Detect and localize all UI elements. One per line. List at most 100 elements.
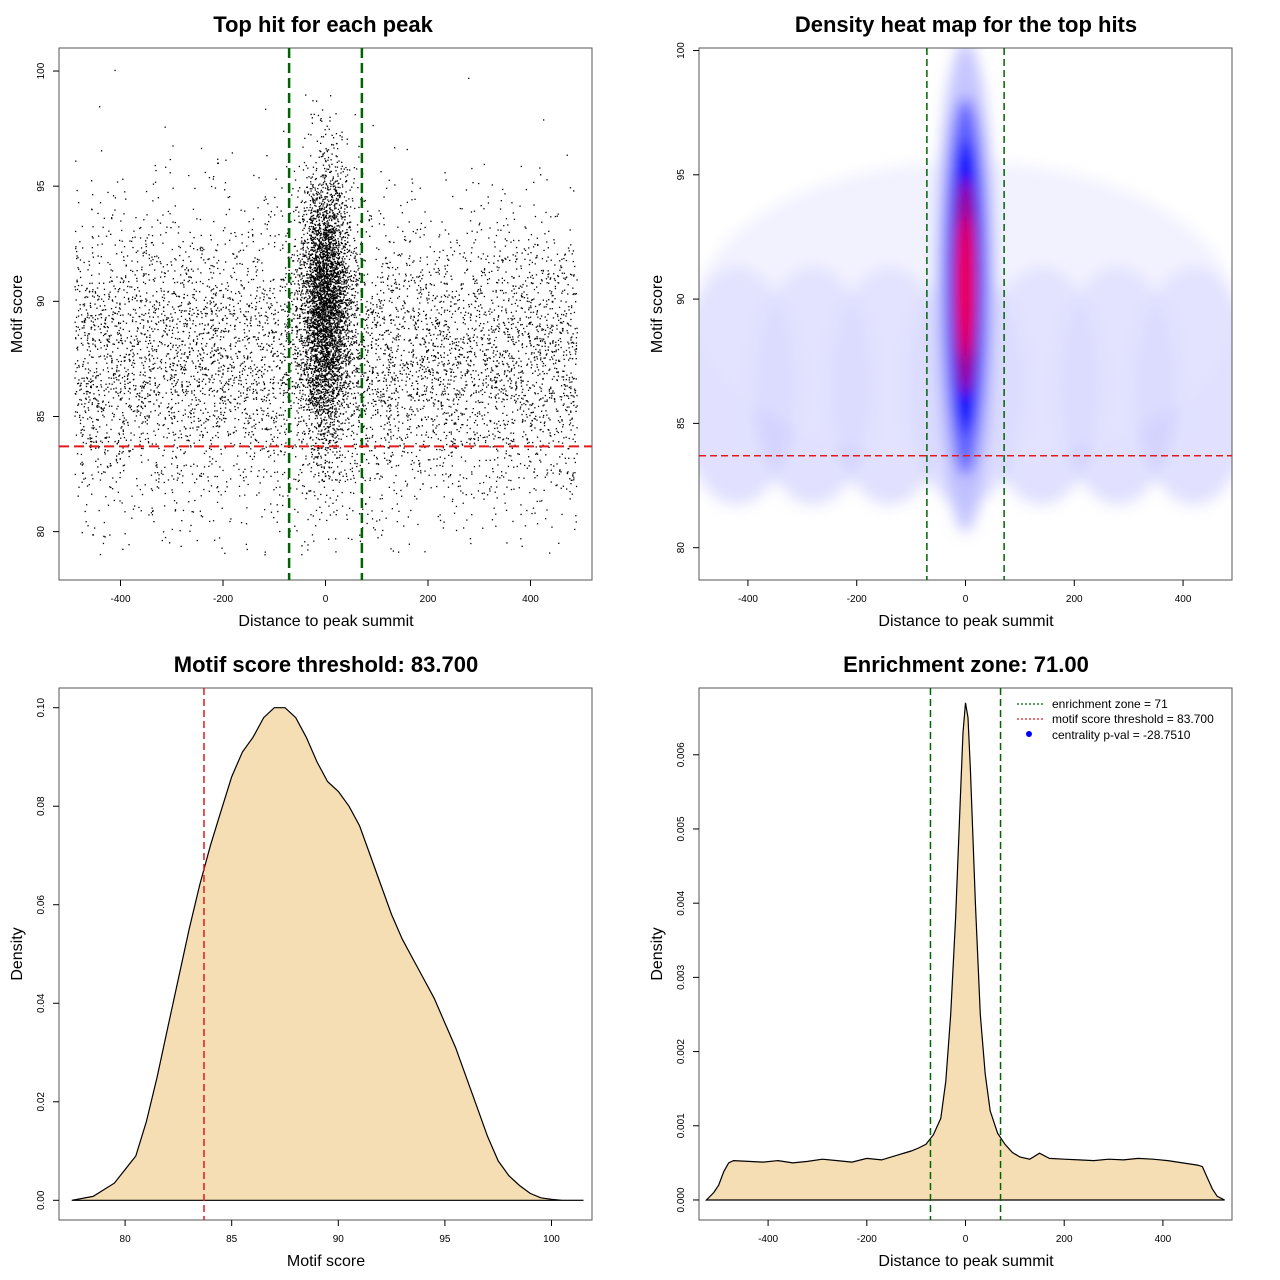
scatter-point	[138, 399, 140, 401]
scatter-point	[372, 399, 374, 401]
scatter-point	[515, 292, 518, 294]
scatter-point	[200, 430, 203, 433]
scatter-point	[272, 330, 274, 333]
scatter-point	[238, 468, 240, 471]
scatter-point	[504, 388, 506, 390]
scatter-point	[93, 398, 95, 400]
scatter-point	[396, 350, 398, 352]
scatter-point	[412, 344, 414, 346]
scatter-point	[537, 392, 539, 395]
scatter-point	[106, 356, 108, 358]
scatter-point	[536, 254, 538, 257]
scatter-point	[396, 437, 398, 440]
scatter-point	[98, 262, 101, 264]
scatter-point	[363, 453, 365, 455]
scatter-point	[498, 326, 500, 328]
scatter-point	[521, 344, 523, 346]
scatter-point	[245, 315, 247, 318]
scatter-point	[477, 490, 480, 492]
scatter-point	[413, 324, 415, 326]
scatter-point	[99, 106, 101, 108]
scatter-point	[563, 277, 565, 279]
scatter-point	[417, 326, 419, 328]
scatter-point	[574, 265, 576, 268]
scatter-point	[233, 379, 235, 381]
scatter-point	[291, 332, 293, 334]
scatter-point	[269, 297, 271, 300]
scatter-point	[505, 218, 508, 220]
scatter-point	[122, 447, 124, 449]
scatter-point	[570, 386, 572, 388]
scatter-point	[458, 356, 460, 358]
scatter-point	[102, 408, 104, 410]
scatter-point	[100, 380, 102, 382]
scatter-point	[284, 326, 287, 328]
scatter-point	[460, 377, 462, 379]
scatter-point	[130, 342, 132, 344]
scatter-point	[425, 431, 428, 433]
scatter-point	[547, 273, 549, 276]
scatter-point	[340, 388, 342, 390]
scatter-point	[397, 336, 399, 338]
scatter-point	[243, 314, 245, 316]
scatter-point	[85, 521, 87, 523]
scatter-point	[213, 328, 216, 330]
scatter-point	[126, 378, 129, 380]
scatter-point	[84, 334, 86, 336]
scatter-point	[287, 314, 290, 316]
scatter-point	[326, 431, 328, 433]
scatter-point	[331, 307, 333, 309]
scatter-point	[397, 464, 400, 467]
scatter-point	[189, 354, 191, 356]
scatter-point	[251, 360, 253, 362]
scatter-point	[272, 347, 274, 349]
scatter-point	[458, 363, 460, 365]
scatter-point	[540, 461, 542, 463]
scatter-point	[310, 514, 312, 516]
scatter-point	[217, 359, 219, 361]
scatter-point	[414, 321, 417, 323]
scatter-point	[139, 414, 141, 416]
scatter-point	[355, 247, 357, 249]
scatter-point	[87, 342, 89, 344]
scatter-point	[149, 264, 151, 266]
scatter-point	[510, 369, 513, 371]
scatter-point	[388, 275, 390, 277]
scatter-point	[140, 226, 142, 229]
scatter-point	[247, 311, 249, 313]
scatter-point	[139, 357, 141, 359]
scatter-point	[493, 241, 496, 243]
scatter-point	[327, 443, 330, 445]
scatter-point	[551, 351, 554, 353]
scatter-point	[376, 372, 378, 374]
scatter-point	[125, 439, 127, 441]
scatter-point	[371, 372, 374, 375]
scatter-point	[179, 246, 181, 249]
scatter-point	[411, 375, 414, 377]
scatter-point	[272, 279, 274, 281]
scatter-point	[228, 367, 230, 369]
scatter-point	[148, 274, 150, 276]
scatter-point	[206, 307, 208, 309]
scatter-point	[357, 392, 359, 394]
scatter-point	[212, 426, 214, 428]
scatter-point	[250, 470, 252, 473]
scatter-point	[77, 360, 79, 362]
scatter-point	[148, 312, 150, 314]
scatter-point	[337, 342, 339, 345]
scatter-point	[100, 440, 102, 442]
scatter-point	[193, 248, 195, 250]
scatter-point	[136, 478, 138, 480]
scatter-point	[438, 423, 440, 426]
scatter-point	[148, 358, 151, 360]
scatter-point	[493, 438, 495, 440]
scatter-point	[410, 463, 412, 465]
scatter-point	[277, 436, 279, 439]
scatter-point	[365, 313, 367, 315]
scatter-point	[290, 278, 292, 280]
scatter-point	[267, 412, 269, 415]
scatter-point	[507, 420, 509, 423]
scatter-point	[94, 292, 97, 294]
scatter-point	[514, 399, 516, 401]
scatter-point	[176, 295, 178, 297]
